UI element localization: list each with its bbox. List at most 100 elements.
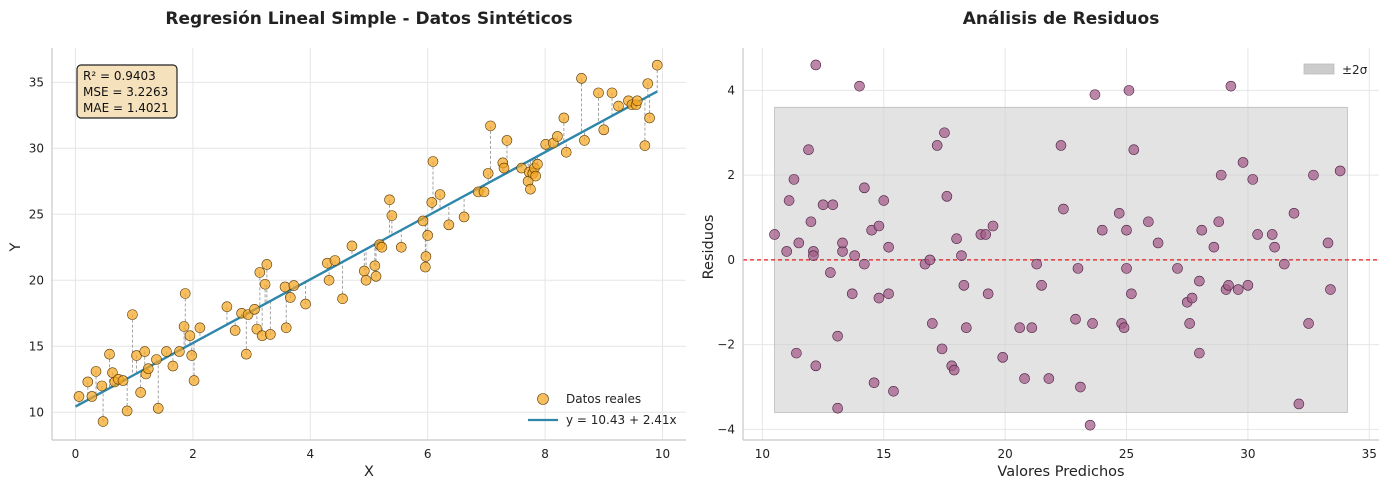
residual-point bbox=[1121, 263, 1132, 274]
residual-point bbox=[939, 127, 950, 139]
stats-box: R² = 0.9403 MSE = 3.2263 MAE = 1.4021 bbox=[76, 64, 178, 119]
legend-band-marker bbox=[1303, 63, 1335, 75]
residual-point bbox=[859, 182, 870, 194]
residual-point bbox=[1223, 280, 1234, 291]
data-point bbox=[346, 240, 358, 252]
data-point bbox=[241, 348, 252, 360]
residual-point bbox=[1293, 398, 1305, 410]
residuals-title: Análisis de Residuos bbox=[963, 9, 1160, 29]
residual-point bbox=[941, 191, 953, 202]
residuals-x-tick-label: 15 bbox=[876, 447, 891, 461]
residual-point bbox=[1308, 169, 1319, 181]
data-point bbox=[642, 78, 654, 89]
residual-point bbox=[1288, 207, 1300, 219]
residual-point bbox=[1113, 207, 1125, 219]
data-point bbox=[613, 100, 624, 112]
data-point bbox=[530, 170, 542, 182]
data-point bbox=[329, 255, 341, 266]
data-point bbox=[161, 346, 172, 357]
residuals-y-tick-label: 4 bbox=[727, 83, 735, 97]
residual-point bbox=[1186, 292, 1198, 304]
data-point bbox=[188, 375, 200, 386]
stats-r2: R² = 0.9403 bbox=[83, 69, 156, 83]
residual-point bbox=[1269, 241, 1280, 253]
residual-point bbox=[956, 250, 967, 261]
data-point bbox=[644, 112, 655, 124]
regression-x-tick-label: 0 bbox=[72, 447, 80, 461]
data-point bbox=[525, 183, 536, 195]
data-point bbox=[417, 215, 429, 227]
data-point bbox=[639, 140, 651, 151]
data-point bbox=[174, 346, 185, 357]
data-point bbox=[127, 309, 138, 320]
data-point bbox=[376, 241, 388, 253]
residual-point bbox=[1084, 419, 1096, 431]
residual-point bbox=[868, 377, 880, 389]
data-point bbox=[82, 376, 94, 388]
stats-box-background bbox=[76, 64, 178, 119]
residuals-y-tick-label: 0 bbox=[727, 253, 735, 267]
data-point bbox=[631, 95, 643, 107]
data-point bbox=[606, 87, 618, 99]
residual-point bbox=[1232, 284, 1244, 295]
residual-point bbox=[1036, 280, 1047, 291]
residual-point bbox=[805, 216, 817, 228]
data-point bbox=[458, 211, 470, 223]
residual-point bbox=[769, 229, 780, 240]
data-point bbox=[370, 271, 382, 282]
residual-point bbox=[883, 241, 894, 253]
regression-x-tick-label: 8 bbox=[541, 447, 549, 461]
residual-point bbox=[1194, 275, 1205, 287]
residual-point bbox=[1118, 322, 1130, 333]
residual-point bbox=[873, 220, 885, 232]
residual-point bbox=[1058, 203, 1069, 215]
legend-data-marker bbox=[537, 393, 549, 405]
residuals-x-tick-label: 30 bbox=[1240, 447, 1255, 461]
residuals-chart: Análisis de Residuos 10 15 20 25 30 35 −4 −2 0 2… bbox=[701, 9, 1379, 480]
data-point bbox=[249, 304, 260, 315]
residual-point bbox=[1070, 313, 1081, 325]
regression-y-tick-label: 35 bbox=[29, 75, 44, 89]
residuals-y-ticks: −4 −2 0 2 4 bbox=[717, 83, 735, 436]
residual-point bbox=[931, 140, 943, 151]
residuals-x-tick-label: 35 bbox=[1362, 447, 1377, 461]
data-point bbox=[254, 267, 266, 278]
residual-point bbox=[783, 195, 795, 206]
residual-point bbox=[1072, 263, 1084, 274]
residual-point bbox=[791, 347, 802, 359]
residuals-y-tick-label: −4 bbox=[717, 422, 735, 436]
data-point bbox=[395, 241, 407, 253]
data-point bbox=[558, 112, 570, 124]
residual-point bbox=[1237, 157, 1249, 168]
legend-data-label: Datos reales bbox=[566, 392, 641, 406]
residual-point bbox=[832, 330, 843, 342]
residual-point bbox=[936, 343, 948, 355]
residual-point bbox=[808, 250, 819, 261]
residual-point bbox=[803, 144, 814, 156]
residual-point bbox=[948, 364, 960, 376]
data-point bbox=[359, 265, 370, 277]
residual-point bbox=[1194, 347, 1205, 359]
residual-point bbox=[1334, 165, 1346, 177]
residual-point bbox=[1026, 322, 1038, 333]
data-point bbox=[434, 189, 446, 200]
regression-x-label: X bbox=[364, 464, 374, 480]
residual-point bbox=[1121, 224, 1132, 236]
legend-fit-label: y = 10.43 + 2.41x bbox=[566, 413, 677, 427]
data-point bbox=[194, 322, 206, 334]
data-point bbox=[422, 230, 434, 241]
residual-point bbox=[1019, 373, 1030, 384]
data-point bbox=[300, 298, 311, 310]
data-point bbox=[593, 87, 604, 99]
residual-point bbox=[878, 195, 890, 206]
data-point bbox=[369, 260, 381, 272]
residual-point bbox=[1143, 216, 1154, 228]
regression-y-tick-label: 25 bbox=[29, 207, 44, 221]
regression-y-tick-label: 10 bbox=[29, 405, 44, 419]
regression-y-tick-label: 30 bbox=[29, 141, 44, 155]
residual-point bbox=[1126, 288, 1137, 300]
data-point bbox=[560, 146, 572, 158]
residuals-x-tick-label: 20 bbox=[998, 447, 1013, 461]
residual-point bbox=[827, 199, 839, 211]
